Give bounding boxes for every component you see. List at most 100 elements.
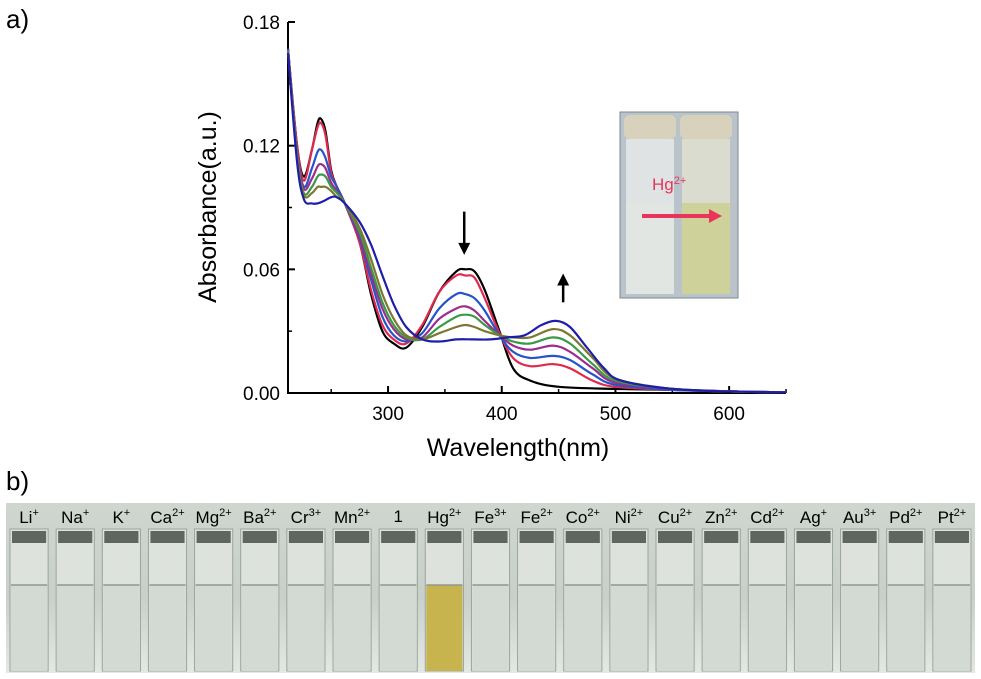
vial-label-charge: 3+ <box>863 507 877 519</box>
vial-row <box>9 528 972 672</box>
y-tick-label: 0.12 <box>243 137 280 158</box>
vial-neck <box>427 531 462 543</box>
x-tick-label: 400 <box>486 404 518 425</box>
vial-label: Ba2+ <box>243 507 276 528</box>
vial-label-charge: 2+ <box>909 507 923 519</box>
vial-neck <box>842 531 877 543</box>
vial-label-element: Li <box>19 508 33 527</box>
vial-liquid <box>103 585 140 671</box>
x-axis-label: Wavelength(nm) <box>427 434 609 462</box>
vial-label-element: Co <box>565 508 588 527</box>
right-vial-liquid <box>682 203 730 294</box>
vial-neck <box>242 531 277 543</box>
vial-liquid <box>195 585 232 671</box>
vial-label: K+ <box>112 507 130 528</box>
y-tick-label: 0.06 <box>243 260 280 281</box>
vial-liquid <box>841 585 878 671</box>
vial-label-charge: 2+ <box>448 507 462 519</box>
vial-label-charge: 2+ <box>172 507 185 519</box>
vial-label-element: Ag <box>799 508 821 527</box>
vial-label: Cu2+ <box>658 507 692 528</box>
vial-label-charge: 2+ <box>771 507 785 519</box>
vial-label: Co2+ <box>566 507 600 528</box>
vial-liquid <box>657 585 694 671</box>
vial-label-charge: + <box>820 507 828 519</box>
vial-label: Ag+ <box>800 507 827 528</box>
vial-neck <box>519 531 554 543</box>
vial-liquid <box>610 585 647 671</box>
vial-label: Hg2+ <box>427 507 461 528</box>
vial-liquid <box>241 585 278 671</box>
vial-neck <box>658 531 693 543</box>
vial-liquid <box>749 585 786 671</box>
vial-neck <box>12 531 47 543</box>
vial-neck <box>288 531 323 543</box>
panel-b-label: b) <box>6 466 30 496</box>
vial-label: Fe3+ <box>474 507 506 528</box>
vial-label-element: Mn <box>333 508 358 527</box>
increase-arrow-head <box>557 273 570 286</box>
vial-liquid <box>380 585 417 671</box>
vial-neck <box>704 531 739 543</box>
y-tick-label: 0.00 <box>243 384 280 405</box>
vial-label-element: Ba <box>243 508 264 527</box>
vial-label-charge: 2+ <box>953 507 967 519</box>
vial-label-charge: + <box>32 507 39 519</box>
vial-label: Pt2+ <box>938 507 967 528</box>
x-tick-label: 600 <box>713 404 745 425</box>
vial-neck <box>150 531 185 543</box>
vial-neck <box>611 531 646 543</box>
inset-hg-label: Hg2+ <box>652 175 686 194</box>
chart-series <box>286 48 787 394</box>
vial-neck <box>381 531 416 543</box>
vial-label: Ca2+ <box>150 507 184 528</box>
decrease-arrow-head <box>458 242 471 255</box>
vial-label-element: Ca <box>150 508 173 527</box>
vial-liquid <box>472 585 509 671</box>
y-tick-label: 0.18 <box>243 13 280 34</box>
absorbance-chart: 300 400 500 600 0.00 0.06 0.12 0.18 Wavelength(… <box>194 13 787 462</box>
vial-label-charge: 2+ <box>587 507 600 519</box>
vial-label-element: Cd <box>750 508 772 527</box>
vial-liquid <box>11 585 48 671</box>
vial-label: 1 <box>393 507 402 527</box>
spectrum-line-3 <box>286 48 787 394</box>
vial-photo-strip: Li+ Na+ K+ Ca2+ Mg2+ Ba2+ Cr3+ Mn2+ 1 Hg2+ Fe3+ Fe2… <box>6 503 975 673</box>
left-vial-liquid <box>626 203 674 294</box>
vial-label: Fe2+ <box>520 507 552 528</box>
vial-label-charge: 2+ <box>540 507 553 519</box>
vial-label-element: Mg <box>195 508 220 527</box>
vial-neck <box>473 531 508 543</box>
left-vial-cap <box>624 115 676 139</box>
x-tick-label: 500 <box>600 404 632 425</box>
vial-neck <box>934 531 969 543</box>
vial-liquid <box>287 585 324 671</box>
vial-label-element: Hg <box>427 508 449 527</box>
vial-liquid <box>426 585 463 671</box>
vial-neck <box>888 531 923 543</box>
vial-liquid <box>564 585 601 671</box>
vial-neck <box>565 531 600 543</box>
vial-label-element: Zn <box>705 508 725 527</box>
vial-label-charge: 2+ <box>219 507 232 519</box>
vial-label-element: K <box>112 508 124 527</box>
chart-annotations <box>458 211 570 303</box>
vial-label-element: Au <box>842 508 864 527</box>
spectrum-line-2 <box>286 48 787 394</box>
vial-neck <box>196 531 231 543</box>
vial-label-charge: 3+ <box>494 507 507 519</box>
vial-label: Li+ <box>19 507 39 528</box>
vial-label: Zn2+ <box>705 507 737 528</box>
panel-a-label: a) <box>6 4 30 34</box>
chart-ticks: 300 400 500 600 0.00 0.06 0.12 0.18 <box>243 13 787 425</box>
vial-liquid <box>57 585 94 671</box>
vial-label-element: Na <box>61 508 83 527</box>
vial-label: Pd2+ <box>889 507 922 528</box>
vial-label-element: Pd <box>889 508 910 527</box>
vial-neck <box>335 531 370 543</box>
y-axis-label: Absorbance(a.u.) <box>194 111 222 303</box>
vial-label-charge: 2+ <box>679 507 693 519</box>
vial-label-element: Cr <box>290 508 309 527</box>
vial-neck <box>104 531 139 543</box>
vial-liquid <box>703 585 740 671</box>
